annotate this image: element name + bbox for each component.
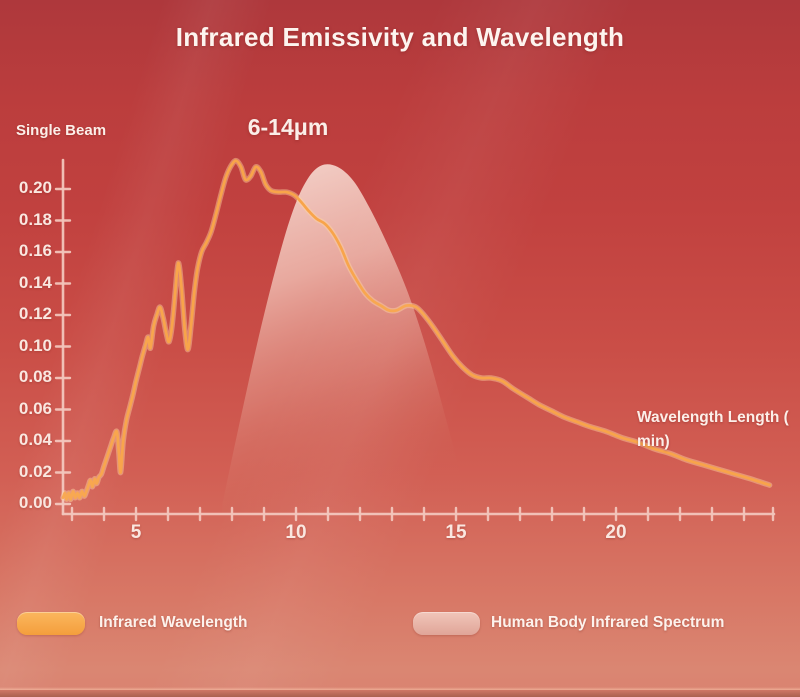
y-tick-label: 0.12 xyxy=(18,304,52,323)
y-tick-label: 0.04 xyxy=(18,430,52,449)
peak-range-annotation: 6-14μm xyxy=(247,114,329,140)
legend-swatch-human-body-spectrum xyxy=(413,612,480,635)
x-axis-title-line2: min) xyxy=(637,433,670,450)
y-tick-label: 0.00 xyxy=(18,493,52,512)
y-tick-label: 0.18 xyxy=(18,209,52,229)
y-tick-label: 0.08 xyxy=(18,367,52,386)
y-tick-label: 0.16 xyxy=(18,241,52,260)
x-tick-label: 5 xyxy=(130,522,142,543)
y-tick-label: 0.02 xyxy=(18,461,52,481)
x-tick-label: 10 xyxy=(285,522,307,543)
legend-swatch-infrared-wavelength xyxy=(17,612,85,635)
bottom-edge-band xyxy=(0,690,800,697)
y-axis-title: Single Beam xyxy=(16,122,107,139)
x-tick-label: 20 xyxy=(605,522,627,543)
series-infrared-wavelength xyxy=(61,159,771,501)
series-human-body-spectrum xyxy=(222,164,471,514)
legend-label-infrared-wavelength: Infrared Wavelength xyxy=(99,614,248,631)
y-tick-label: 0.06 xyxy=(18,398,52,418)
y-tick-label: 0.10 xyxy=(18,335,52,355)
y-tick-label: 0.20 xyxy=(18,178,52,197)
bottom-edge-highlight xyxy=(0,687,800,690)
x-axis-title: Wavelength Length ( min) xyxy=(637,406,795,454)
legend-label-human-body-spectrum: Human Body Infrared Spectrum xyxy=(491,614,725,631)
x-axis-title-line1: Wavelength Length ( xyxy=(637,409,789,426)
y-tick-label: 0.14 xyxy=(18,272,52,292)
x-tick-label: 15 xyxy=(445,522,467,543)
chart-title: Infrared Emissivity and Wavelength xyxy=(175,22,625,52)
